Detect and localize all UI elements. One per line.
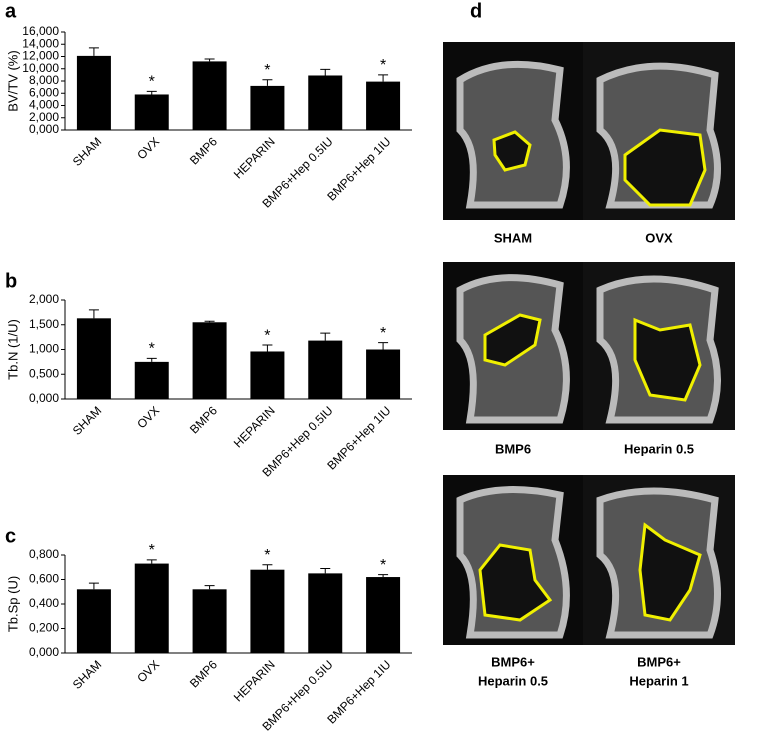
bar (366, 577, 401, 653)
error-bar (262, 79, 273, 86)
error-bar (320, 68, 331, 76)
bar (366, 81, 401, 130)
significance-mark: * (149, 341, 155, 358)
significance-mark: * (264, 327, 270, 344)
y-tick-label: 0,000 (29, 391, 59, 405)
x-tick-label: SHAM (70, 403, 104, 437)
bar (308, 573, 343, 653)
error-bar (88, 582, 99, 590)
y-tick-label: 16,000 (22, 24, 59, 38)
error-bar (378, 342, 389, 350)
significance-mark: * (380, 57, 386, 74)
error-bar (88, 47, 99, 56)
error-bar (378, 574, 389, 578)
image-caption: Heparin 0.5 (478, 673, 548, 688)
error-bar (146, 559, 157, 564)
image-caption: Heparin 0.5 (624, 441, 694, 456)
panel-label: d (470, 0, 482, 22)
bar (308, 75, 343, 130)
error-bar (320, 567, 331, 574)
bar (250, 351, 285, 399)
y-tick-label: 8,000 (29, 73, 59, 87)
image-caption: BMP6 (495, 441, 531, 456)
bar (76, 589, 111, 653)
significance-mark: * (264, 62, 270, 79)
bar (366, 349, 401, 399)
error-bar (378, 74, 389, 82)
micro-ct-images (443, 42, 735, 645)
error-bar (204, 320, 215, 323)
bar (192, 61, 227, 130)
y-tick-label: 14,000 (22, 36, 59, 50)
bar (250, 569, 285, 653)
x-tick-label: BMP6 (187, 657, 220, 690)
x-tick-label: OVX (134, 403, 162, 431)
image-caption: SHAM (494, 230, 532, 245)
error-bar (204, 585, 215, 590)
error-bar (146, 357, 157, 362)
y-tick-label: 0,500 (29, 366, 59, 380)
x-tick-label: BMP6 (187, 134, 220, 167)
significance-mark: * (264, 547, 270, 564)
bar (134, 563, 169, 653)
image-caption: Heparin 1 (629, 673, 688, 688)
panel-label: c (5, 525, 16, 547)
x-tick-label: HEPARIN (231, 403, 278, 450)
error-bar (146, 90, 157, 95)
significance-mark: * (149, 74, 155, 91)
y-axis-label: Tb.N (1/U) (5, 319, 20, 380)
y-tick-label: 2,000 (29, 110, 59, 124)
x-tick-label: HEPARIN (231, 657, 278, 704)
y-tick-label: 0,000 (29, 645, 59, 659)
bar (192, 322, 227, 399)
panel-label: a (5, 0, 17, 22)
x-tick-label: OVX (134, 134, 162, 162)
x-tick-label: HEPARIN (231, 134, 278, 181)
bar (308, 340, 343, 399)
y-tick-label: 0,800 (29, 547, 59, 561)
x-tick-label: SHAM (70, 657, 104, 691)
panel-label: b (5, 270, 17, 292)
y-tick-label: 2,000 (29, 292, 59, 306)
y-tick-label: 0,400 (29, 596, 59, 610)
error-bar (262, 564, 273, 570)
y-tick-label: 0,200 (29, 621, 59, 635)
bar (192, 589, 227, 653)
error-bar (262, 344, 273, 352)
bar (76, 318, 111, 399)
x-tick-label: BMP6 (187, 403, 220, 436)
y-tick-label: 4,000 (29, 98, 59, 112)
y-tick-label: 1,500 (29, 317, 59, 331)
image-caption: BMP6+ (491, 654, 535, 669)
significance-mark: * (380, 557, 386, 574)
significance-mark: * (380, 325, 386, 342)
image-caption: OVX (645, 230, 673, 245)
y-axis-label: BV/TV (%) (5, 50, 20, 111)
y-tick-label: 1,000 (29, 342, 59, 356)
y-tick-label: 0,600 (29, 572, 59, 586)
x-tick-label: OVX (134, 657, 162, 685)
image-caption: BMP6+ (637, 654, 681, 669)
error-bar (88, 309, 99, 319)
bar (134, 94, 169, 130)
error-bar (204, 58, 215, 62)
bar (250, 85, 285, 130)
y-tick-label: 0,000 (29, 122, 59, 136)
y-tick-label: 12,000 (22, 49, 59, 63)
x-tick-label: SHAM (70, 134, 104, 168)
significance-mark: * (149, 542, 155, 559)
y-tick-label: 10,000 (22, 61, 59, 75)
error-bar (320, 332, 331, 341)
y-tick-label: 6,000 (29, 85, 59, 99)
bar (76, 55, 111, 131)
bar (134, 361, 169, 399)
y-axis-label: Tb.Sp (U) (5, 576, 20, 632)
